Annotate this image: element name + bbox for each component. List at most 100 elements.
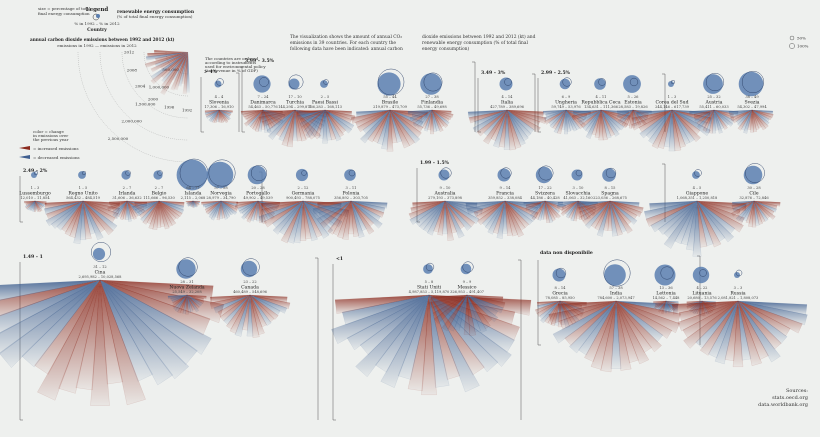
renewable-2012-ungheria [559,78,571,90]
group-bracket-4 [19,176,23,223]
renewable-1992-nuova-zelanda [178,257,198,277]
range-lituania: 20,680 – 13,576 [687,296,717,300]
range-turchia: 144,294 – 299,871 [278,105,312,109]
range-corea-del-sud: 244,146 – 617,739 [655,105,690,109]
legend-year-1996: 1996 [164,105,175,110]
legend-petal-7 [160,52,188,96]
range-lussemburgo: 12,010 – 11,854 [20,196,50,200]
renewable-2012-svezia [738,71,764,97]
scale-label-100: 100% [797,44,809,49]
name-nuova-zelanda: Nuova Zelanda [169,285,205,291]
petal-polonia-20 [317,200,352,208]
pct-svezia: 38 – 49 [745,95,759,99]
petal-india-20 [558,300,617,313]
range-svizzera: 44,186 – 40,428 [530,196,560,200]
petal-danimarca-20 [240,109,264,115]
name-repubblica-ceca: Repubblica Ceca [581,100,620,106]
source-oecd: stats.oecd.org [772,395,809,401]
renewable-2012-australia [438,169,450,181]
range-cile: 32,876 – 72,846 [739,196,769,200]
group-bracket-right-0 [236,72,240,132]
range-italia: 427,789 – 389,696 [490,105,525,109]
petal-lettonia-20 [653,300,667,304]
renewable-2012-russia [734,272,740,278]
petal-canada-20 [210,294,251,304]
legend: Legend size = percentage of total final … [19,6,195,163]
group-label-4: 2.49 – 2% [23,168,48,174]
legend-year-2012: 2012 [124,50,135,55]
note-line-4: (tax revenue in % of GDP) [205,68,258,73]
petal-grecia-20 [537,300,561,306]
petal-belgio-20 [134,200,160,206]
group-bracket-3 [537,78,541,133]
pct-cile: 30 – 28 [747,186,761,190]
renewable-1992-svezia [741,70,765,94]
pct-india: 57 – 38 [609,286,623,290]
renewable-1992-slovenia [216,78,224,86]
petal-italia-20 [467,109,508,118]
intro2-line-1: dioxide emissions between 1992 and 2012 … [422,35,536,40]
renewable-2012-polonia [344,169,356,181]
renewable-2012-norvegia [206,161,234,189]
range-spagna: 223,036 – 268,675 [593,196,628,200]
renewable-2012-belgio [153,170,163,180]
name-lussemburgo: Lussemburgo [19,191,51,197]
sources-title: Sources: [786,388,808,394]
pct-francia: 9 – 14 [500,186,512,190]
pct-spagna: 8 – 15 [605,186,617,190]
range-cina: 2,695,982 – 10,028,568 [79,275,123,279]
legend-ring-label-1: 1,000,000 [149,84,170,89]
renewable-1992-portogallo [250,164,268,182]
range-svezia: 54,302 – 47,994 [737,105,767,109]
legend-color-note-2: in emissions over [33,133,68,138]
legend-petal-11 [150,52,188,85]
petal-svezia-20 [728,109,753,115]
name-paesi-bassi: Paesi Bassi [312,100,338,106]
renewable-2012-irlanda [121,170,131,180]
petal-francia-20 [465,200,506,209]
pct-slovacchia: 3 – 10 [573,186,585,190]
range-russia: 2,081,821 – 1,808,073 [718,296,759,300]
renewable-1992-india [603,259,631,287]
renewable-2012-austria [703,74,723,94]
pct-corea-del-sud: 1 – 3 [668,95,677,99]
range-portogallo: 49,902 – 49,539 [243,196,273,200]
petal-irlanda-20 [109,200,128,205]
group-label-0: > 4% [204,69,218,75]
name-regno-unito: Regno Unito [68,191,97,197]
group-bracket-7 [332,264,336,421]
name-russia: Russia [730,291,746,297]
range-danimarca: 54,463 – 50,776 [248,105,278,109]
name-francia: Francia [496,191,514,197]
renewable-2012-brasile [377,72,401,96]
legend-petal-16 [144,52,188,68]
name-belgio: Belgio [152,191,167,197]
pct-polonia: 3 – 11 [346,186,357,190]
petal-cina-20 [0,279,101,301]
name-portogallo: Portogallo [246,191,270,197]
renewable-2012-canada [240,260,258,278]
group-bracket-8 [537,260,541,346]
range-germania: 900,493 – 788,075 [286,196,321,200]
source-worldbank: data.worldbank.org [758,402,809,408]
intro-line-2: emissions in 39 countries. For each coun… [290,41,396,46]
renewable-1992-svizzera [538,165,554,181]
petal-finlandia-20 [407,109,433,115]
name-austria: Austria [705,100,723,106]
scale-circle-100 [789,43,795,49]
petal-lussemburgo-20 [24,200,36,204]
range-india: 784,600 – 2,073,947 [597,296,635,300]
pct-russia: 3 – 3 [734,286,743,290]
range-lettonia: 14,562 – 7,448 [653,296,681,300]
name-brasile: Brasile [382,100,399,106]
